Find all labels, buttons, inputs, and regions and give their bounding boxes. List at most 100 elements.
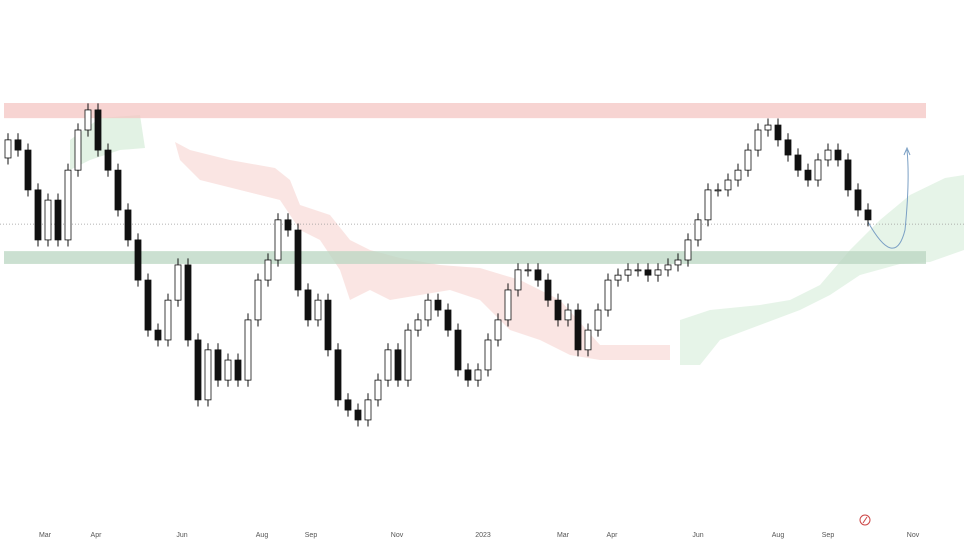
x-tick-label: Apr [91, 532, 103, 539]
candle-body [774, 124, 782, 141]
candle-body [834, 149, 842, 161]
candle-body [624, 269, 632, 276]
candle-body [224, 359, 232, 381]
candle-body [314, 299, 322, 321]
candle-body [144, 279, 152, 331]
candle-body [524, 269, 532, 272]
candle-body [584, 329, 592, 351]
candle-body [784, 139, 792, 156]
candle-body [574, 309, 582, 351]
x-tick-label: 2023 [475, 532, 491, 539]
candle-body [564, 309, 572, 321]
candle-body [254, 279, 262, 321]
candle-body [404, 329, 412, 381]
icon-line [862, 516, 868, 524]
candle-body [394, 349, 402, 381]
candle-body [844, 159, 852, 191]
candle-body [644, 269, 652, 276]
candle-body [84, 109, 92, 131]
x-tick-label: Jun [692, 532, 703, 539]
candle-body [264, 259, 272, 281]
candle-body [204, 349, 212, 401]
candle-body [474, 369, 482, 381]
candle-body [714, 189, 722, 192]
arrow-head [903, 146, 911, 156]
candle-body [34, 189, 42, 241]
candle-body [614, 274, 622, 281]
cloud-red [175, 142, 670, 360]
candle-body [424, 299, 432, 321]
candle-body [44, 199, 52, 241]
x-tick-label: Nov [391, 532, 404, 539]
candle-body [654, 269, 662, 276]
candle-body [174, 264, 182, 301]
candle-body [274, 219, 282, 261]
candle-body [684, 239, 692, 261]
candle-body [94, 109, 102, 151]
x-tick-label: Mar [39, 532, 52, 539]
support-zone [4, 251, 926, 264]
candle-body [334, 349, 342, 401]
candle-body [704, 189, 712, 221]
candle-body [464, 369, 472, 381]
x-tick-label: Nov [907, 532, 920, 539]
cloud-green [680, 175, 964, 365]
candle-body [114, 169, 122, 211]
candle-body [534, 269, 542, 281]
candle-body [504, 289, 512, 321]
candle-body [344, 399, 352, 411]
candles [4, 103, 872, 427]
candle-body [454, 329, 462, 371]
x-tick-label: Aug [772, 532, 785, 539]
candle-body [304, 289, 312, 321]
x-tick-label: Apr [607, 532, 619, 539]
candle-body [214, 349, 222, 381]
candle-body [74, 129, 82, 171]
candle-body [664, 264, 672, 271]
projection-arrow [867, 149, 909, 249]
candle-body [354, 409, 362, 421]
candle-body [754, 129, 762, 151]
x-tick-label: Sep [305, 532, 318, 539]
candle-body [724, 179, 732, 191]
candle-body [64, 169, 72, 241]
candle-body [824, 149, 832, 161]
x-tick-label: Mar [557, 532, 570, 539]
candle-body [764, 124, 772, 131]
candle-body [854, 189, 862, 211]
candle-body [164, 299, 172, 341]
candle-body [694, 219, 702, 241]
candle-body [864, 209, 872, 221]
candle-body [194, 339, 202, 401]
candle-body [544, 279, 552, 301]
candle-body [804, 169, 812, 181]
x-tick-label: Aug [256, 532, 269, 539]
x-tick-label: Jun [176, 532, 187, 539]
candle-body [414, 319, 422, 331]
candle-body [494, 319, 502, 341]
candle-body [434, 299, 442, 311]
candle-body [284, 219, 292, 231]
candle-body [184, 264, 192, 341]
candle-body [444, 309, 452, 331]
candle-body [154, 329, 162, 341]
candle-body [814, 159, 822, 181]
candle-body [54, 199, 62, 241]
candle-body [794, 154, 802, 171]
candle-body [594, 309, 602, 331]
candle-body [674, 259, 682, 266]
candle-body [134, 239, 142, 281]
x-axis: Mar Apr Jun Aug Sep Nov 2023 Mar Apr Jun Aug Sep Nov [39, 532, 920, 539]
candle-body [14, 139, 22, 151]
candle-body [104, 149, 112, 171]
zones [0, 103, 964, 264]
candle-body [734, 169, 742, 181]
candle-body [24, 149, 32, 191]
candle-body [514, 269, 522, 291]
candle-body [294, 229, 302, 291]
candle-body [124, 209, 132, 241]
candle-body [364, 399, 372, 421]
candle-body [484, 339, 492, 371]
